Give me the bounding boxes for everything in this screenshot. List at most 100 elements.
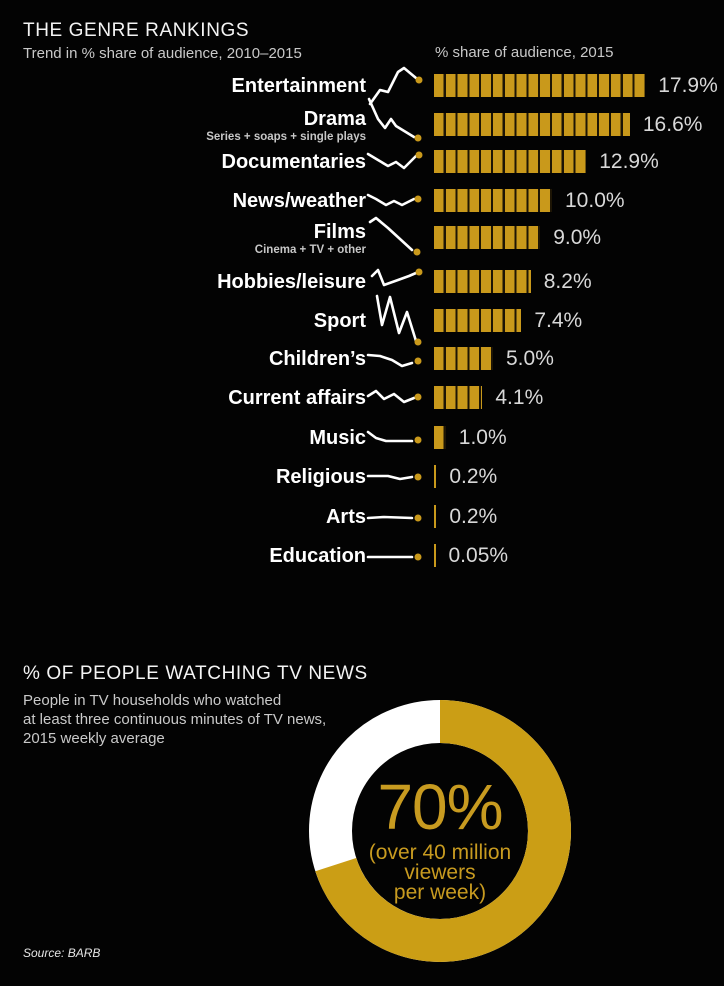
genre-row: News/weather 10.0% <box>0 171 724 231</box>
source-credit: Source: BARB <box>23 946 101 960</box>
genre-value: 0.2% <box>449 505 498 528</box>
trend-sparkline <box>366 389 422 404</box>
trend-endpoint-dot <box>415 151 423 159</box>
genre-bar <box>434 347 493 370</box>
trend-endpoint-dot <box>414 338 422 346</box>
genre-value: 9.0% <box>553 226 602 249</box>
genre-label: Education <box>269 545 366 567</box>
trend-sparkline <box>368 66 423 106</box>
donut-chart <box>309 700 571 962</box>
genre-rankings-subtitle: Trend in % share of audience, 2010–2015 <box>23 45 302 62</box>
genre-label: Arts <box>325 506 366 528</box>
genre-label-box: Arts <box>326 487 366 547</box>
trend-sparkline <box>375 294 422 346</box>
genre-value: 12.9% <box>599 150 659 173</box>
genre-row: Drama Series + soaps + single plays 16.6% <box>0 95 724 155</box>
donut-center-labels: 70% (over 40 million viewers per week) <box>300 691 580 971</box>
genre-value: 16.6% <box>642 113 703 136</box>
genre-row: Films Cinema + TV + other 9.0% <box>0 208 724 268</box>
genre-label: Current affairs <box>228 387 366 409</box>
genre-label-box: Hobbies/leisure <box>217 252 366 312</box>
tv-news-subtitle: People in TV households who watched at l… <box>23 692 327 747</box>
genre-rankings-title: THE GENRE RANKINGS <box>23 20 250 41</box>
trend-endpoint-dot <box>413 248 421 256</box>
genre-row: Music 1.0% <box>0 408 724 468</box>
genre-label: Sport <box>313 310 366 332</box>
trend-endpoint-dot <box>415 268 423 276</box>
trend-endpoint-dot <box>414 134 422 142</box>
genre-label-box: Education <box>269 526 366 586</box>
genre-row: Sport 7.4% <box>0 291 724 351</box>
genre-row: Hobbies/leisure 8.2% <box>0 252 724 312</box>
trend-sparkline <box>366 473 422 481</box>
genre-label-box: Sport <box>314 291 366 351</box>
trend-sparkline <box>367 97 422 142</box>
genre-bar <box>434 270 531 293</box>
trend-endpoint-dot <box>414 357 422 365</box>
trend-sparkline <box>366 353 422 368</box>
genre-row: Documentaries 12.9% <box>0 132 724 192</box>
genre-row: Entertainment 17.9% <box>0 56 724 116</box>
genre-sublabel: Series + soaps + single plays <box>206 130 366 143</box>
genre-bar <box>434 189 552 212</box>
genre-value: 4.1% <box>495 386 544 409</box>
genre-label: Hobbies/leisure <box>217 271 366 293</box>
tv-news-title: % OF PEOPLE WATCHING TV NEWS <box>23 663 368 684</box>
genre-label: Entertainment <box>231 75 366 97</box>
donut-center-caption: (over 40 million viewers per week) <box>368 841 512 904</box>
genre-value: 0.2% <box>449 465 498 488</box>
genre-row: Education 0.05% <box>0 526 724 586</box>
genre-value: 7.4% <box>534 309 583 332</box>
genre-bar <box>434 74 646 97</box>
value-axis-label: % share of audience, 2015 <box>435 44 614 61</box>
donut-center-value: 70% <box>377 771 503 843</box>
genre-label-box: Entertainment <box>232 56 366 116</box>
genre-value: 17.9% <box>658 74 718 97</box>
genre-value: 1.0% <box>458 426 507 449</box>
genre-bar <box>434 505 437 528</box>
genre-label-box: News/weather <box>233 171 366 231</box>
trend-endpoint-dot <box>414 195 422 203</box>
genre-label: Music <box>309 427 366 449</box>
genre-value: 0.05% <box>448 544 509 567</box>
trend-sparkline <box>368 216 421 256</box>
genre-label-box: Music <box>309 408 366 468</box>
genre-label: Drama <box>303 107 366 130</box>
genre-row: Religious 0.2% <box>0 447 724 507</box>
genre-bar <box>434 150 587 173</box>
genre-label: News/weather <box>232 190 366 212</box>
genre-value: 5.0% <box>506 347 554 370</box>
trend-sparkline <box>366 553 422 561</box>
genre-label-box: Current affairs <box>228 368 366 428</box>
genre-bar <box>434 426 446 449</box>
genre-sublabel: Cinema + TV + other <box>254 243 366 256</box>
trend-sparkline <box>366 430 422 444</box>
genre-bar <box>434 544 436 567</box>
genre-bar <box>434 226 541 249</box>
genre-row: Children’s 5.0% <box>0 329 724 389</box>
trend-sparkline <box>370 268 423 287</box>
genre-label: Children’s <box>268 348 366 370</box>
trend-endpoint-dot <box>414 436 422 444</box>
genre-bar <box>434 386 483 409</box>
genre-row: Current affairs 4.1% <box>0 368 724 428</box>
trend-endpoint-dot <box>414 514 422 522</box>
genre-label: Religious <box>275 466 366 488</box>
genre-label-box: Drama Series + soaps + single plays <box>206 95 366 155</box>
donut-segment-watched <box>309 700 571 962</box>
genre-bar <box>434 113 630 136</box>
genre-label: Films <box>313 220 366 243</box>
genre-value: 10.0% <box>565 189 625 212</box>
trend-sparkline <box>366 193 422 207</box>
genre-row: Arts 0.2% <box>0 487 724 547</box>
genre-value: 8.2% <box>543 270 592 293</box>
trend-sparkline <box>366 514 422 522</box>
genre-label: Documentaries <box>221 151 367 173</box>
genre-label-box: Films Cinema + TV + other <box>255 208 366 268</box>
genre-bar <box>434 465 437 488</box>
trend-endpoint-dot <box>414 473 422 481</box>
trend-endpoint-dot <box>414 393 422 401</box>
trend-endpoint-dot <box>414 553 422 561</box>
genre-bar <box>434 309 522 332</box>
